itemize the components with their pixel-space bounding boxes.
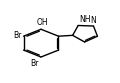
Text: Br: Br: [13, 31, 21, 40]
Text: NH: NH: [79, 15, 91, 24]
Text: OH: OH: [36, 18, 48, 27]
Text: Br: Br: [30, 59, 39, 68]
Text: N: N: [90, 16, 96, 25]
